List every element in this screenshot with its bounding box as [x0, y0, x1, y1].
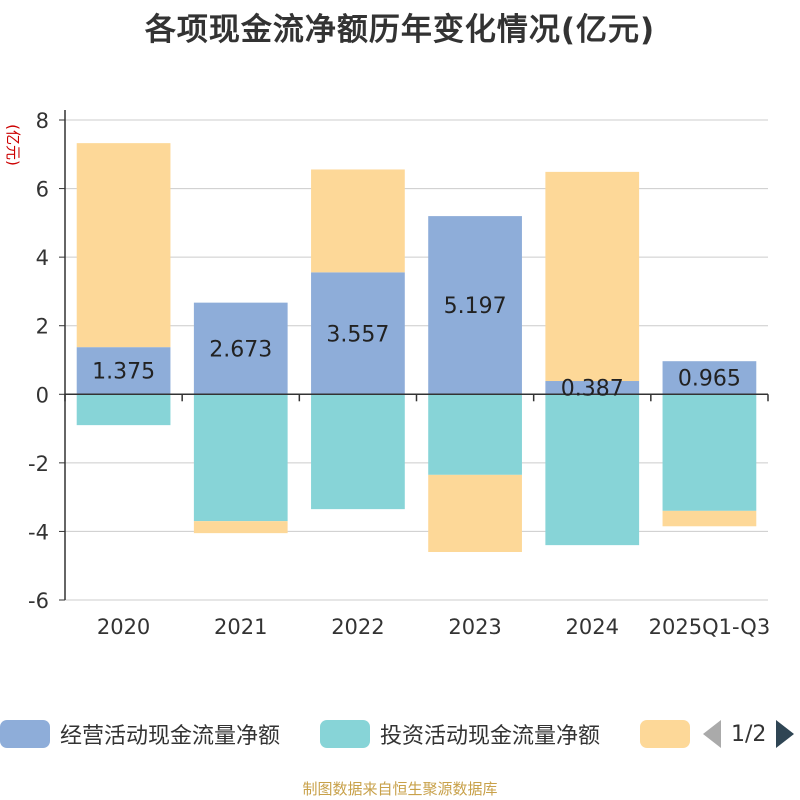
- legend-next-icon[interactable]: [776, 720, 795, 748]
- legend-label-investing: 投资活动现金流量净额: [380, 724, 601, 749]
- y-tick-label: -2: [28, 452, 49, 476]
- bar-financing-2021[interactable]: [193, 521, 288, 534]
- legend-item-investing[interactable]: 投资活动现金流量净额: [320, 714, 600, 754]
- bar-operating-2021[interactable]: [193, 302, 288, 395]
- bar-financing-2025Q1-Q3[interactable]: [662, 510, 757, 527]
- bar-investing-2022[interactable]: [311, 394, 405, 510]
- x-tick-label: 2022: [331, 615, 384, 639]
- legend-page-indicator: 1/2: [731, 721, 767, 747]
- data-label-operating: 3.557: [326, 322, 389, 347]
- data-label-operating: 1.375: [92, 360, 155, 385]
- bar-investing-2025Q1-Q3[interactable]: [662, 394, 757, 511]
- y-tick-label: 6: [36, 178, 49, 202]
- y-axis-label: (亿元): [4, 124, 22, 166]
- bar-investing-2024[interactable]: [545, 394, 640, 546]
- axis-layer: -6 -4 -2 0 2 4 6 8 2020 2021 2022 2023 2024 2025Q1-Q3: [28, 109, 770, 639]
- legend-prev-icon[interactable]: [703, 720, 721, 748]
- x-tick-label: 2021: [214, 615, 267, 639]
- data-label-layer: 1.375 2.673 3.557 5.197 0.387 0.965: [92, 294, 741, 401]
- y-tick-label: 0: [36, 383, 49, 407]
- legend-label-operating: 经营活动现金流量净额: [60, 724, 281, 749]
- y-tick-label: 4: [36, 246, 49, 270]
- bar-financing-2020[interactable]: [76, 143, 171, 348]
- bar-operating-2025Q1-Q3[interactable]: [662, 361, 757, 395]
- x-tick-label: 2020: [97, 615, 150, 639]
- data-label-operating: 0.965: [678, 367, 741, 392]
- data-label-operating: 2.673: [209, 337, 272, 362]
- bar-financing-2022[interactable]: [311, 169, 405, 273]
- data-source-note: 制图数据来自恒生聚源数据库: [302, 780, 498, 798]
- y-tick-label: -4: [28, 520, 49, 544]
- legend-pager: 1/2: [703, 714, 795, 754]
- legend: 经营活动现金流量净额 投资活动现金流量净额 1/2: [0, 714, 800, 756]
- data-label-operating: 0.387: [561, 377, 624, 402]
- bar-layer: [76, 143, 757, 552]
- y-tick-label: 8: [36, 109, 49, 133]
- bar-investing-2021[interactable]: [193, 394, 288, 522]
- stacked-bar-chart: -6 -4 -2 0 2 4 6 8 2020 2021 2022 2023 2024 2025Q1-Q3…: [4, 109, 770, 639]
- x-tick-label: 2025Q1-Q3: [649, 615, 771, 639]
- bar-operating-2023[interactable]: [428, 216, 522, 395]
- grid-lines: [65, 119, 768, 601]
- bar-investing-2020[interactable]: [76, 394, 171, 426]
- chart-title: 各项现金流净额历年变化情况(亿元): [144, 12, 656, 48]
- legend-item-operating[interactable]: 经营活动现金流量净额: [0, 714, 280, 754]
- y-tick-label: -6: [28, 589, 49, 613]
- bar-operating-2022[interactable]: [311, 272, 405, 395]
- bar-investing-2023[interactable]: [428, 394, 522, 475]
- bar-financing-2023[interactable]: [428, 474, 522, 552]
- x-tick-label: 2024: [566, 615, 619, 639]
- bar-operating-2020[interactable]: [76, 347, 171, 395]
- legend-swatch-investing: [320, 720, 370, 748]
- y-tick-label: 2: [36, 315, 49, 339]
- bar-financing-2024[interactable]: [545, 171, 640, 382]
- data-label-operating: 5.197: [444, 294, 507, 319]
- legend-swatch-financing: [640, 720, 690, 748]
- legend-item-financing[interactable]: [640, 714, 700, 754]
- legend-swatch-operating: [0, 720, 50, 748]
- x-tick-label: 2023: [448, 615, 501, 639]
- bar-operating-2024[interactable]: [545, 381, 640, 395]
